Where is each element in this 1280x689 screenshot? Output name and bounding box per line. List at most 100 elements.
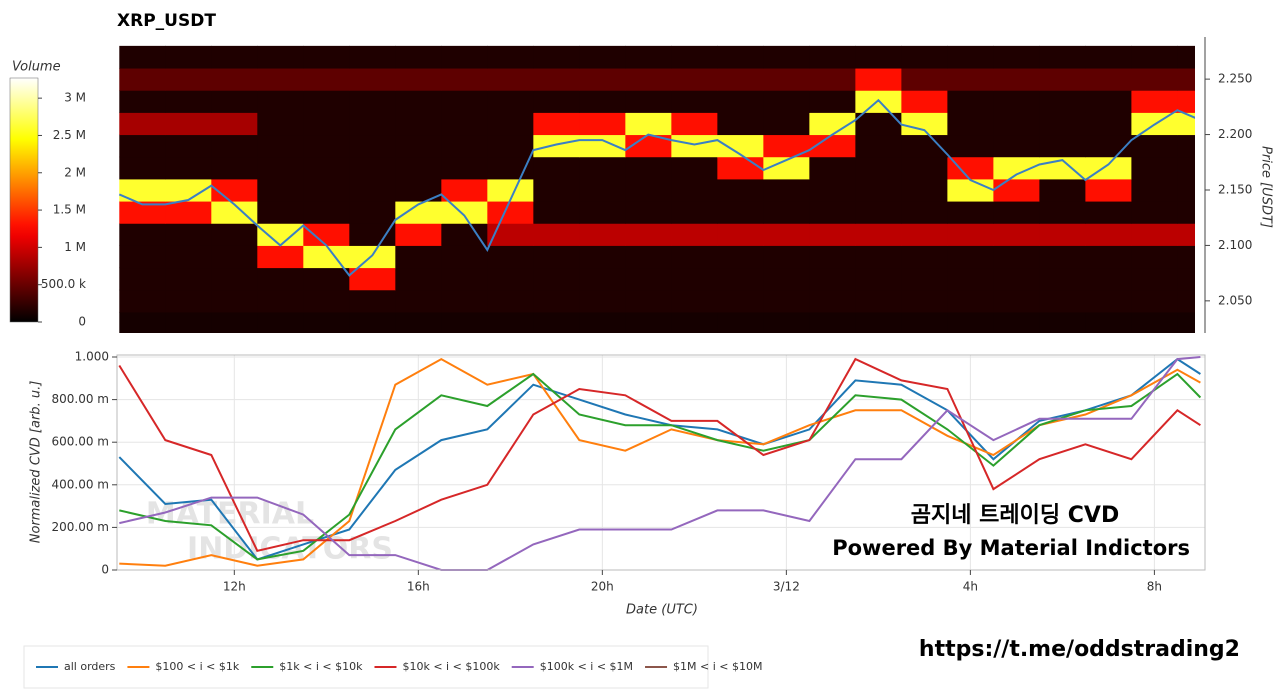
heatmap-cell: [303, 201, 350, 224]
heatmap-cell: [763, 223, 810, 246]
heatmap-cell: [395, 201, 442, 224]
heatmap-cell: [487, 112, 534, 136]
heatmap-cell: [487, 267, 534, 291]
heatmap-cell: [855, 201, 902, 224]
heatmap-cell: [487, 311, 534, 333]
heatmap-cell: [349, 267, 396, 291]
heatmap-cell: [395, 68, 442, 91]
colorbar-tick-label: 500.0 k: [41, 277, 86, 291]
heatmap-cell: [717, 68, 764, 91]
heatmap-cell: [441, 223, 488, 246]
heatmap-cell: [441, 289, 488, 313]
y-tick-label: 600.00 m: [52, 435, 110, 449]
heatmap-cell: [855, 289, 902, 313]
heatmap-cell: [855, 223, 902, 246]
heatmap-cell: [395, 156, 442, 180]
heatmap-cell: [441, 90, 488, 113]
heatmap-cell: [533, 223, 580, 246]
heatmap-cell: [211, 201, 258, 224]
heatmap-cell: [1085, 156, 1132, 180]
heatmap-cell: [395, 267, 442, 291]
heatmap-cell: [993, 267, 1040, 291]
price-line: [118, 98, 1195, 277]
heatmap-cell: [947, 311, 994, 333]
colorbar: [9, 77, 39, 323]
heatmap-cell: [625, 289, 672, 313]
heatmap-cell: [303, 311, 350, 333]
heatmap-cell: [257, 245, 304, 269]
heatmap-cell: [1039, 112, 1086, 136]
heatmap-cell: [1177, 245, 1195, 269]
heatmap-cell: [901, 178, 948, 202]
series-line: [119, 356, 1201, 571]
heatmap-cell: [1177, 45, 1195, 69]
heatmap-cell: [947, 245, 994, 269]
heatmap-cell: [257, 134, 304, 158]
heatmap-cell: [901, 134, 948, 158]
heatmap-cell: [1131, 178, 1178, 202]
y2-tick-label: 2.050: [1218, 293, 1252, 307]
heatmap-cell: [395, 223, 442, 246]
heatmap-cell: [487, 90, 534, 113]
series-line: [118, 357, 1201, 552]
heatmap-cell: [303, 223, 350, 246]
heatmap-cell: [165, 201, 212, 224]
link[interactable]: https://t.me/oddstrading2: [919, 637, 1240, 662]
heatmap-cell: [809, 134, 856, 158]
heatmap-cell: [947, 201, 994, 224]
y-tick-label: 400.00 m: [52, 477, 110, 491]
heatmap-cell: [119, 45, 166, 69]
heatmap-cell: [763, 267, 810, 291]
heatmap-cell: [625, 156, 672, 180]
heatmap-cell: [901, 223, 948, 246]
colorbar-tick-label: 3 M: [64, 91, 86, 105]
heatmap-cell: [1177, 267, 1195, 291]
heatmap-cell: [947, 134, 994, 158]
heatmap-cell: [211, 156, 258, 180]
heatmap-cell: [349, 112, 396, 136]
legend-items: all orders $100 < i < $1k $1k < i < $10k $1…: [36, 660, 762, 673]
heatmap-cell: [947, 112, 994, 136]
heatmap-cell: [211, 68, 258, 91]
heatmap-cell: [395, 90, 442, 113]
heatmap-cell: [763, 289, 810, 313]
heatmap-cell: [671, 134, 718, 158]
heatmap-cell: [211, 289, 258, 313]
heatmap-cell: [993, 112, 1040, 136]
heatmap-cell: [1085, 68, 1132, 91]
heatmap-cell: [763, 245, 810, 269]
heatmap-cell: [395, 45, 442, 69]
colorbar-tick-label: 2.5 M: [53, 128, 86, 142]
heatmap-cell: [763, 112, 810, 136]
heatmap-cell: [165, 267, 212, 291]
heatmap-cell: [671, 178, 718, 202]
heatmap-cell: [993, 289, 1040, 313]
heatmap-cell: [625, 90, 672, 113]
heatmap-cell: [1131, 223, 1178, 246]
colorbar-tick-label: 1.5 M: [53, 203, 86, 217]
heatmap-cell: [165, 289, 212, 313]
heatmap-cell: [165, 112, 212, 136]
heatmap-cell: [625, 201, 672, 224]
heatmap-cell: [809, 90, 856, 113]
heatmap-cell: [533, 68, 580, 91]
heatmap-cell: [1039, 68, 1086, 91]
heatmap-cell: [1039, 134, 1086, 158]
heatmap-cell: [625, 68, 672, 91]
heatmap-cell: [211, 134, 258, 158]
heatmap-cell: [671, 289, 718, 313]
heatmap-cell: [349, 178, 396, 202]
heatmap-cell: [349, 134, 396, 158]
heatmap-cell: [717, 90, 764, 113]
heatmap-cell: [349, 156, 396, 180]
x-tick-label: 8h: [1147, 580, 1162, 594]
legend-label: $100 < i < $1k: [155, 660, 239, 673]
heatmap-cell: [993, 90, 1040, 113]
heatmap-cell: [1039, 90, 1086, 113]
heatmap-cell: [303, 134, 350, 158]
heatmap-cell: [1177, 289, 1195, 313]
heatmap-cell: [1039, 223, 1086, 246]
heatmap-cell: [901, 45, 948, 69]
heatmap-cell: [257, 90, 304, 113]
